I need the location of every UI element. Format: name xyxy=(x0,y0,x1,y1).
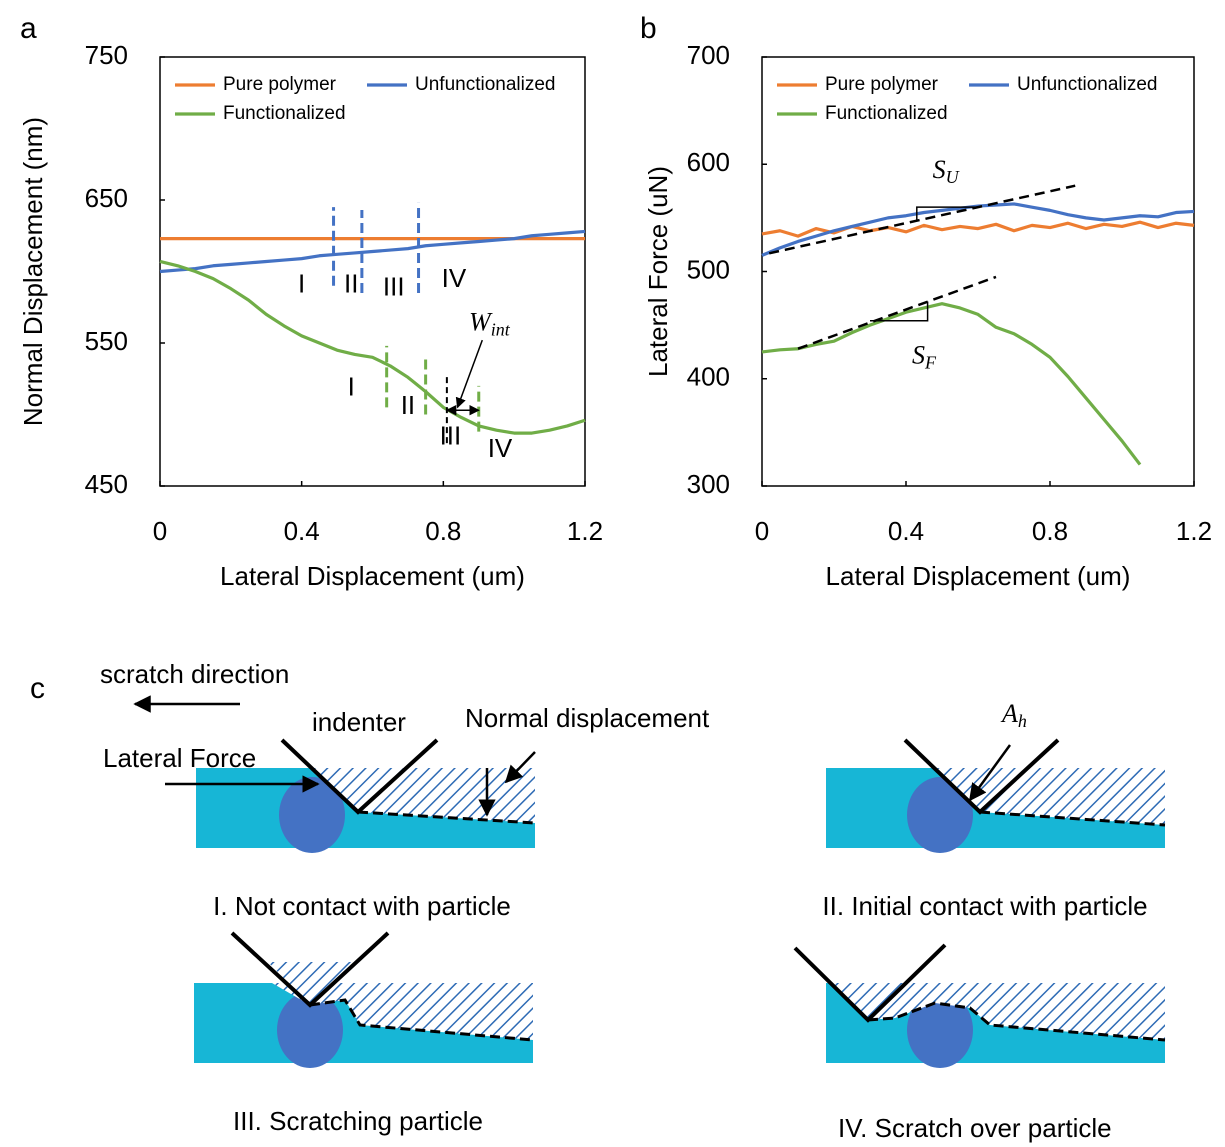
series-line xyxy=(761,302,1142,466)
legend-label: Functionalized xyxy=(825,103,948,124)
scratched-region xyxy=(933,768,1165,825)
indenter xyxy=(903,738,1060,815)
surface xyxy=(309,998,534,1042)
guide-line xyxy=(870,301,929,322)
annotation: Wint xyxy=(469,307,511,339)
panel-letter: c xyxy=(30,672,45,705)
surface xyxy=(979,810,1166,827)
x-axis-title: Lateral Displacement (um) xyxy=(826,561,1131,591)
x-tick-label: 0.4 xyxy=(284,516,320,546)
legend-label: Unfunctionalized xyxy=(1017,74,1157,95)
guide-line xyxy=(797,275,997,350)
legend-label: Pure polymer xyxy=(223,74,337,95)
particle xyxy=(277,992,343,1068)
annotation-symbol: S xyxy=(933,155,946,184)
particle xyxy=(907,777,973,853)
scratched-region xyxy=(272,983,533,1040)
y-axis-title: Lateral Force (uN) xyxy=(643,166,673,377)
area-subscript: h xyxy=(1018,711,1027,731)
annotation: III xyxy=(383,272,405,302)
y-tick-label: 550 xyxy=(85,326,128,356)
panel-caption: II. Initial contact with particle xyxy=(822,891,1147,921)
panel-caption: III. Scratching particle xyxy=(233,1106,483,1136)
surface xyxy=(867,1001,1166,1042)
x-axis-title: Lateral Displacement (um) xyxy=(220,561,525,591)
series-line xyxy=(159,229,586,274)
x-tick-label: 0.8 xyxy=(425,516,461,546)
diagram: c scratch direction indenter Normal disp… xyxy=(30,659,1166,1143)
particle xyxy=(279,777,345,853)
annotation: IV xyxy=(488,433,513,463)
area-label: Ah xyxy=(1000,699,1027,731)
y-tick-label: 700 xyxy=(687,40,730,70)
label: indenter xyxy=(312,707,406,737)
indenter xyxy=(230,931,390,1008)
panel-caption: I. Not contact with particle xyxy=(213,891,511,921)
arrow xyxy=(504,751,536,784)
legend-label: Pure polymer xyxy=(825,74,939,95)
y-tick-label: 300 xyxy=(687,469,730,499)
annotation: II xyxy=(344,269,358,299)
chart: b 300 400 500 600 700 0 0.4 0.8 1.2 Lateral Displa… xyxy=(640,12,1212,591)
indenter xyxy=(280,738,439,815)
annotation: I xyxy=(348,372,355,402)
x-tick-label: 1.2 xyxy=(567,516,603,546)
y-axis-title: Normal Displacement (nm) xyxy=(18,117,48,426)
y-tick-label: 750 xyxy=(85,40,128,70)
scratched-region xyxy=(830,983,1165,1040)
panel-letter: a xyxy=(20,12,37,45)
annotation: II xyxy=(401,390,415,420)
y-tick-label: 400 xyxy=(687,362,730,392)
y-tick-label: 600 xyxy=(687,147,730,177)
annotation-subscript: int xyxy=(491,320,511,340)
x-tick-label: 0 xyxy=(755,516,769,546)
indenter xyxy=(793,943,947,1023)
x-tick-label: 0.4 xyxy=(888,516,924,546)
y-tick-label: 650 xyxy=(85,183,128,213)
series-line xyxy=(159,259,586,435)
legend-label: Functionalized xyxy=(223,103,346,124)
annotation: I xyxy=(298,269,305,299)
chart: a 450 550 650 750 0 0.4 0.8 1.2 Lateral Displacem… xyxy=(18,12,603,591)
arrow xyxy=(455,339,484,409)
panel-caption: IV. Scratch over particle xyxy=(838,1113,1112,1143)
y-tick-label: 500 xyxy=(687,254,730,284)
guide-line xyxy=(916,206,978,220)
x-tick-label: 0 xyxy=(153,516,167,546)
annotation: IV xyxy=(442,263,467,293)
label: Normal displacement xyxy=(465,703,710,733)
area-symbol: A xyxy=(1000,699,1018,728)
x-tick-label: 1.2 xyxy=(1176,516,1212,546)
legend-label: Unfunctionalized xyxy=(415,74,555,95)
particle xyxy=(907,992,973,1068)
annotation-symbol: W xyxy=(469,307,493,336)
annotation-symbol: S xyxy=(912,340,925,369)
guide-line xyxy=(768,184,1076,255)
arrow xyxy=(968,744,1012,802)
label: Lateral Force xyxy=(103,743,256,773)
label: scratch direction xyxy=(100,659,289,689)
annotation: SU xyxy=(933,155,960,187)
y-tick-label: 450 xyxy=(85,469,128,499)
annotation: III xyxy=(440,420,462,450)
x-tick-label: 0.8 xyxy=(1032,516,1068,546)
annotation-subscript: F xyxy=(924,352,937,372)
series-line xyxy=(761,220,1195,238)
annotation: SF xyxy=(912,340,937,372)
panel-letter: b xyxy=(640,12,657,45)
scratched-region xyxy=(268,962,352,1005)
annotation-subscript: U xyxy=(946,167,960,187)
